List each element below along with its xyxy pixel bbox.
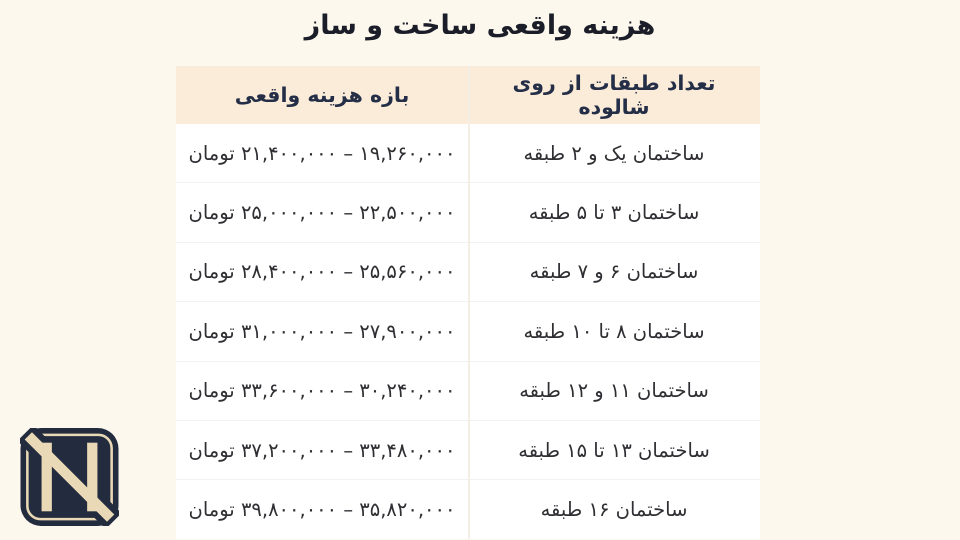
floors-cell: ساختمان ۱۶ طبقه bbox=[540, 498, 688, 522]
page-title: هزینه واقعی ساخت و ساز bbox=[304, 10, 656, 41]
column-header-cost-range: بازه هزینه واقعی bbox=[234, 83, 410, 107]
n-logo-icon bbox=[20, 428, 119, 526]
table-row: ساختمان یک و ۲ طبقه ۱۹,۲۶۰,۰۰۰ – ۲۱,۴۰۰,… bbox=[176, 124, 760, 183]
cost-cell: ۳۵,۸۲۰,۰۰۰ – ۳۹,۸۰۰,۰۰۰ تومان bbox=[188, 498, 456, 522]
table-row: ساختمان ۸ تا ۱۰ طبقه ۲۷,۹۰۰,۰۰۰ – ۳۱,۰۰۰… bbox=[176, 301, 760, 361]
column-header-floors: تعداد طبقات از روی شالوده bbox=[512, 71, 716, 119]
cost-cell: ۱۹,۲۶۰,۰۰۰ – ۲۱,۴۰۰,۰۰۰ تومان bbox=[188, 141, 456, 165]
cost-cell: ۲۵,۵۶۰,۰۰۰ – ۲۸,۴۰۰,۰۰۰ تومان bbox=[188, 260, 456, 284]
table-row: ساختمان ۳ تا ۵ طبقه ۲۲,۵۰۰,۰۰۰ – ۲۵,۰۰۰,… bbox=[176, 182, 760, 242]
floors-cell: ساختمان ۱۱ و ۱۲ طبقه bbox=[519, 379, 709, 403]
cost-cell: ۳۰,۲۴۰,۰۰۰ – ۳۳,۶۰۰,۰۰۰ تومان bbox=[188, 379, 456, 403]
floors-cell: ساختمان یک و ۲ طبقه bbox=[523, 141, 705, 165]
cost-cell: ۲۲,۵۰۰,۰۰۰ – ۲۵,۰۰۰,۰۰۰ تومان bbox=[188, 201, 456, 225]
table-row: ساختمان ۱۳ تا ۱۵ طبقه ۳۳,۴۸۰,۰۰۰ – ۳۷,۲۰… bbox=[176, 419, 760, 480]
floors-cell: ساختمان ۳ تا ۵ طبقه bbox=[528, 201, 700, 225]
floors-cell: ساختمان ۱۳ تا ۱۵ طبقه bbox=[518, 438, 710, 462]
floors-cell: ساختمان ۶ و ۷ طبقه bbox=[529, 260, 699, 284]
cost-cell: ۲۷,۹۰۰,۰۰۰ – ۳۱,۰۰۰,۰۰۰ تومان bbox=[188, 319, 456, 343]
table-row: ساختمان ۱۶ طبقه ۳۵,۸۲۰,۰۰۰ – ۳۹,۸۰۰,۰۰۰ … bbox=[176, 479, 760, 539]
brand-logo bbox=[20, 428, 119, 526]
table-header-row: تعداد طبقات از روی شالوده بازه هزینه واق… bbox=[176, 66, 760, 124]
table-row: ساختمان ۱۱ و ۱۲ طبقه ۳۰,۲۴۰,۰۰۰ – ۳۳,۶۰۰… bbox=[176, 360, 760, 420]
table-row: ساختمان ۶ و ۷ طبقه ۲۵,۵۶۰,۰۰۰ – ۲۸,۴۰۰,۰… bbox=[176, 241, 760, 302]
floors-cell: ساختمان ۸ تا ۱۰ طبقه bbox=[523, 319, 705, 343]
cost-cell: ۳۳,۴۸۰,۰۰۰ – ۳۷,۲۰۰,۰۰۰ تومان bbox=[188, 438, 456, 462]
construction-cost-table: تعداد طبقات از روی شالوده بازه هزینه واق… bbox=[176, 66, 760, 539]
